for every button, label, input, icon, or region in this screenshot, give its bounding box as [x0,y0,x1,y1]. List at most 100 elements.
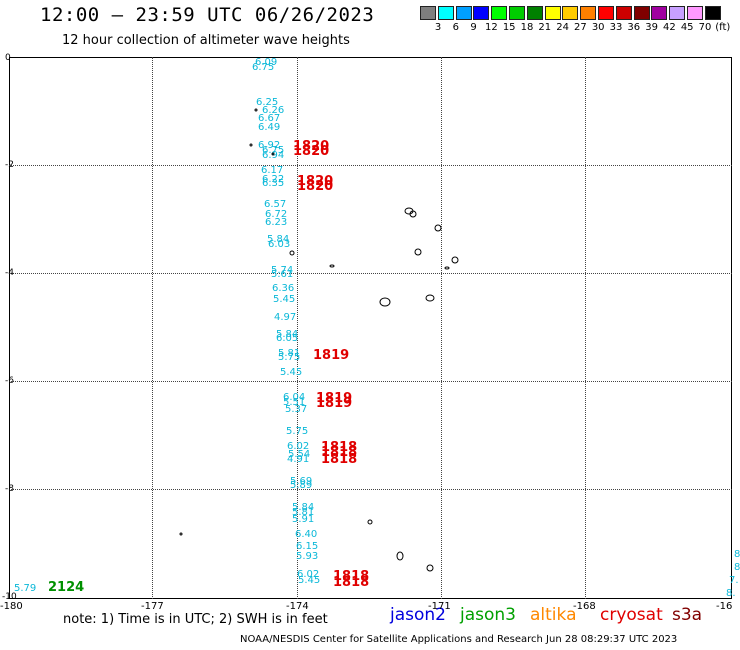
pass-time-label: 1819 [316,396,353,411]
legend-swatch [473,6,490,20]
wave-height-observation: 5.93 [296,551,319,562]
legend-tick-label: 30 [591,22,605,33]
legend-tick-label: 27 [574,22,587,33]
wave-height-observation: 6.22 [262,174,285,185]
wave-height-observation: 5.45 [280,367,303,378]
wave-height-observation: 6.57 [264,199,287,210]
wave-height-observation: 5.91 [292,514,315,525]
wave-height-observation: 5.45 [298,575,321,586]
page-title: 12:00 – 23:59 UTC 06/26/2023 [40,4,375,26]
satellite-legend-jason2: jason2 [390,605,446,625]
wave-height-observation: 6.05 [276,333,299,344]
wave-height-observation: 6.15 [296,541,319,552]
pass-time-label: 1818 [333,575,370,590]
x-tick-label: -177 [141,601,164,612]
island-outline [179,532,183,536]
legend-swatch [491,6,508,20]
x-tick-label: -168 [573,601,596,612]
wave-height-observation: 6.36 [272,283,295,294]
wave-height-observation: 5.89 [290,480,313,491]
x-tick-label: -180 [0,601,23,612]
legend-swatch [526,6,543,20]
grid-line-horizontal [9,272,732,274]
island-outline [289,250,295,256]
legend-swatch [544,6,561,20]
wave-height-observation: 8 [734,549,740,560]
legend-tick-label: 6 [452,22,459,33]
x-tick-label: -174 [286,601,309,612]
wave-height-observation: 5.75 [278,352,301,363]
legend-swatch [580,6,597,20]
wave-height-observation: 6.17 [261,165,284,176]
wave-height-observation: 6.04 [283,392,306,403]
satellite-legend-altika: altika [530,605,577,625]
wave-height-observation: 5.81 [292,507,315,518]
island-outline [426,564,434,572]
legend-swatch [562,6,579,20]
legend-tick-label: 21 [538,22,552,33]
y-tick-label: -10 [2,592,17,602]
grid-line-vertical [152,57,154,599]
wave-height-observation: 5.61 [271,269,294,280]
wave-height-observation: 6.67 [258,113,281,124]
wave-height-observation: 6.75 [252,62,275,73]
pass-time-label-green: 2124 [48,580,85,595]
y-tick-label: -2 [5,160,14,170]
wave-height-observation: 5.84 [292,502,315,513]
wave-height-observation: 5.84 [267,234,290,245]
wave-height-observation: 6.49 [258,122,281,133]
wave-height-observation: 5.54 [288,449,311,460]
page-subtitle: 12 hour collection of altimeter wave hei… [62,33,350,48]
legend-swatch [509,6,525,20]
island-outline [254,108,258,112]
wave-height-observation: 4.91 [287,454,310,465]
wave-height-observation: 5.84 [276,329,299,340]
wave-height-observation: 5.79 [14,583,37,594]
island-outline [249,143,253,147]
wave-height-observation: 4.97 [274,312,297,323]
island-outline [396,551,404,561]
wave-height-observation: 5.69 [290,476,313,487]
legend-tick-label: 39 [645,22,658,33]
legend-swatch [704,6,721,20]
y-tick-label: -8 [5,484,14,494]
satellite-legend-cryosat: cryosat [600,605,663,625]
pass-time-label: 1820 [293,139,330,154]
wave-height-observation: 6.75 [262,145,285,156]
grid-line-horizontal [9,164,732,166]
legend-swatch [669,6,686,20]
pass-time-label: 1820 [297,179,334,194]
wave-height-observation: 5.45 [273,294,296,305]
legend-swatch [633,6,650,20]
pass-time-label: 1819 [316,391,353,406]
y-tick-label: -4 [5,268,14,278]
legend-tick-label: 9 [470,22,477,33]
island-outline [451,256,459,264]
pass-time-label: 1818 [333,569,370,584]
legend-tick-label: 12 [485,22,498,33]
map-frame [9,57,732,599]
wave-height-observation: 6.03 [268,239,291,250]
wave-height-observation: 5.81 [278,348,301,359]
legend-tick-label: 18 [520,22,534,33]
y-tick-label: 0 [5,53,11,63]
pass-time-label: 1818 [321,445,358,460]
legend-swatch [651,6,668,20]
legend-tick-label: 70 [698,22,712,33]
legend-tick-label: 3 [434,22,442,33]
legend-swatch [420,6,436,20]
x-tick-label: -16 [716,601,733,612]
island-outline [444,266,450,270]
wave-height-observation: 8 [734,562,740,573]
wave-height-observation: 7. [729,575,739,586]
grid-line-vertical [441,57,443,599]
legend-tick-label: 15 [502,22,516,33]
y-tick-label: -6 [5,376,14,386]
wave-height-observation: 6.23 [265,217,288,228]
wave-height-observation: 8. [726,588,736,599]
island-outline [379,297,391,307]
pass-time-label: 1819 [313,348,350,363]
wave-height-observation: 5.51 [283,397,306,408]
wave-height-observation: 6.26 [262,105,285,116]
